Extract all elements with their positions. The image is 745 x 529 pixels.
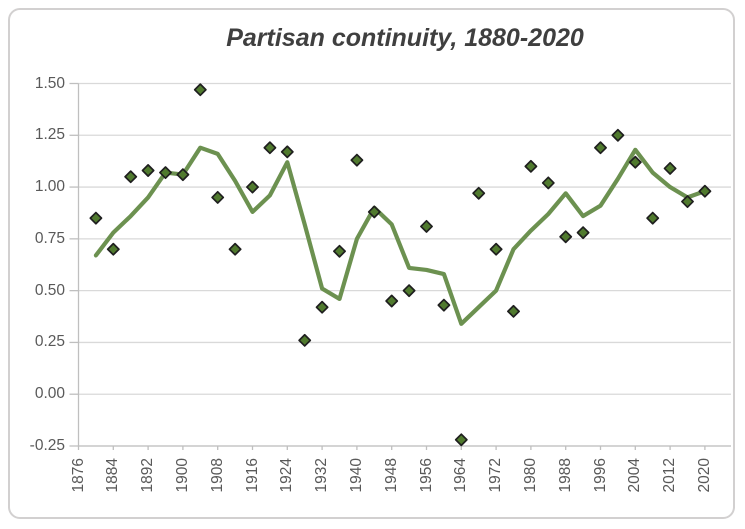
x-axis-tick-label: 1916 (243, 458, 261, 493)
data-point-diamond (541, 176, 555, 190)
y-axis-tick-label: 0.50 (34, 281, 65, 299)
data-point-diamond (507, 304, 520, 318)
data-point-diamond (437, 298, 451, 312)
data-point-diamond (663, 161, 677, 175)
x-axis-tick-label: 1924 (278, 458, 296, 493)
data-point-diamond (141, 164, 155, 177)
x-axis-tick-label: 1948 (382, 458, 400, 493)
data-point-diamond (681, 195, 694, 209)
data-point-diamond (367, 205, 381, 219)
data-point-diamond (628, 155, 642, 169)
data-point-diamond (385, 294, 399, 308)
x-axis-tick-label: 2012 (661, 458, 679, 493)
data-point-diamond (559, 230, 573, 244)
data-point-diamond (228, 242, 242, 256)
x-axis-tick-label: 1892 (139, 458, 157, 493)
data-point-diamond (454, 433, 468, 447)
data-point-diamond (646, 211, 660, 225)
data-point-diamond (263, 141, 277, 155)
y-axis-tick-label: 0.00 (34, 385, 65, 403)
data-point-diamond (576, 226, 590, 240)
x-axis-tick-label: 1900 (173, 458, 191, 493)
data-point-diamond (489, 242, 503, 256)
data-point-diamond (193, 83, 207, 97)
y-axis-tick-label: 0.75 (34, 229, 65, 247)
data-point-diamond (159, 166, 172, 180)
data-point-diamond (176, 168, 190, 182)
y-axis-tick-label: 0.25 (34, 333, 65, 351)
x-axis-tick-label: 2004 (626, 458, 644, 493)
data-point-diamond (524, 159, 538, 173)
data-point-diamond (89, 211, 103, 225)
y-axis-tick-label: 1.50 (34, 74, 65, 92)
data-point-diamond (211, 190, 225, 204)
data-point-diamond (106, 242, 120, 256)
x-axis-tick-label: 1932 (313, 458, 331, 493)
x-axis-tick-label: 1956 (417, 458, 435, 493)
data-point-diamond (594, 141, 607, 155)
x-axis-tick-label: 1964 (452, 458, 470, 493)
data-point-diamond (402, 284, 416, 298)
data-point-diamond (246, 180, 259, 194)
data-point-diamond (698, 184, 712, 198)
x-axis-tick-label: 1908 (208, 458, 226, 493)
data-point-diamond (333, 244, 346, 258)
x-axis-tick-label: 2020 (695, 458, 713, 493)
data-point-diamond (472, 186, 486, 200)
x-axis-tick-label: 1980 (521, 458, 539, 493)
x-axis-tick-label: 1996 (591, 458, 609, 493)
x-axis-tick-label: 1876 (69, 458, 87, 493)
y-axis-tick-label: 1.25 (34, 126, 65, 144)
data-point-diamond (611, 128, 625, 142)
y-axis-tick-label: 1.00 (34, 178, 65, 196)
trend-line (93, 145, 708, 326)
x-axis-tick-label: 1940 (347, 458, 365, 493)
chart-title: Partisan continuity, 1880-2020 (226, 24, 584, 52)
data-point-diamond (420, 219, 433, 233)
x-axis-tick-label: 1972 (487, 458, 505, 493)
data-point-diamond (124, 170, 138, 184)
y-axis-tick-label: -0.25 (29, 437, 65, 454)
data-point-diamond (298, 333, 312, 347)
x-axis-tick-label: 1988 (556, 458, 574, 493)
data-point-diamond (280, 145, 294, 159)
data-point-diamond (350, 153, 364, 167)
x-axis-tick-label: 1884 (104, 458, 122, 493)
data-point-diamond (315, 300, 329, 314)
